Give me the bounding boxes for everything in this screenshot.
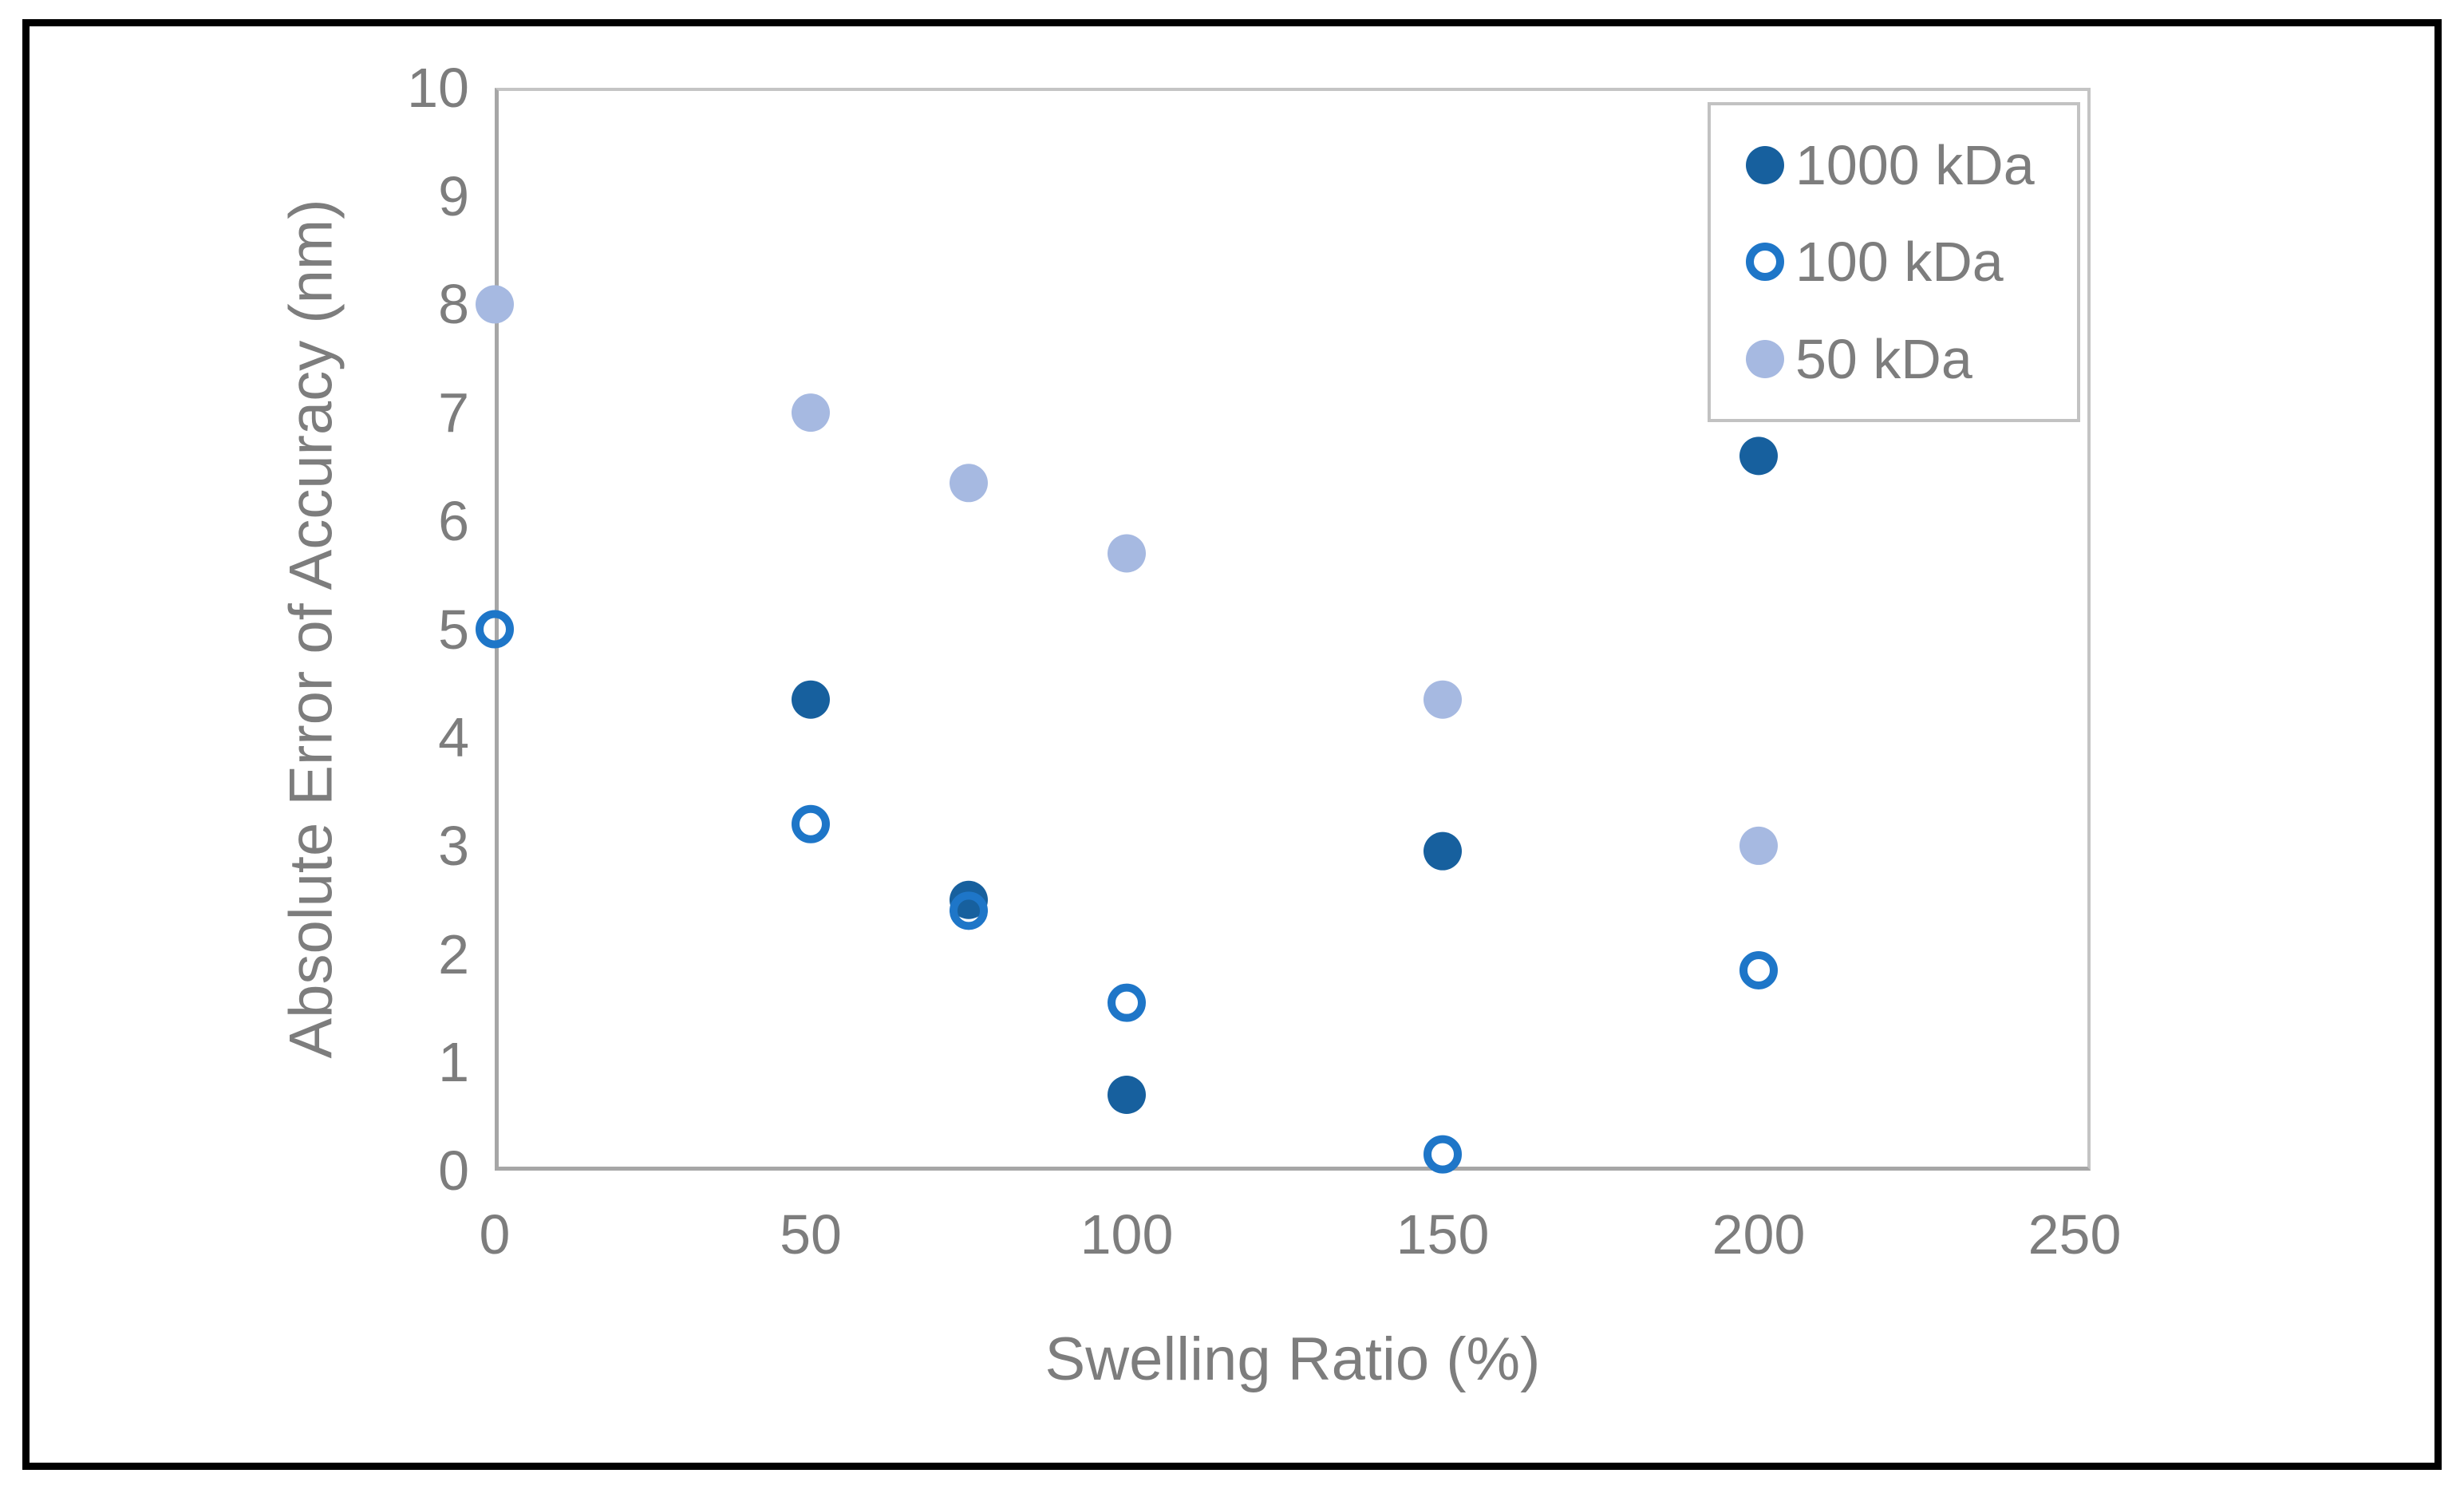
x-tick-label-250: 250 [2028, 1203, 2122, 1266]
filled-circle-marker-icon [1746, 145, 1784, 184]
legend-label: 100 kDa [1795, 231, 2004, 294]
y-tick-label-9: 9 [438, 164, 469, 227]
x-tick-label-150: 150 [1396, 1203, 1490, 1266]
y-axis-title: Absolute Error of Accuracy (nm) [277, 199, 346, 1059]
filled-circle-marker-icon [1746, 340, 1784, 379]
y-tick-label-8: 8 [438, 273, 469, 336]
x-axis-title: Swelling Ratio (%) [1044, 1325, 1541, 1393]
y-tick-label-7: 7 [438, 381, 469, 444]
legend-label: 50 kDa [1795, 328, 1972, 391]
y-tick-label-6: 6 [438, 489, 469, 552]
legend-item-1000-kda: 1000 kDa [1746, 137, 2077, 193]
legend-item-100-kda: 100 kDa [1746, 234, 2077, 290]
x-tick-label-100: 100 [1080, 1203, 1174, 1266]
x-tick-label-200: 200 [1712, 1203, 1806, 1266]
y-tick-label-3: 3 [438, 814, 469, 877]
y-tick-label-5: 5 [438, 598, 469, 661]
y-tick-label-1: 1 [438, 1031, 469, 1094]
legend-label: 1000 kDa [1795, 133, 2035, 196]
legend-item-50-kda: 50 kDa [1746, 331, 2077, 387]
y-tick-label-4: 4 [438, 706, 469, 769]
y-tick-label-10: 10 [407, 57, 469, 119]
y-tick-label-2: 2 [438, 922, 469, 985]
x-tick-label-50: 50 [780, 1203, 842, 1266]
x-tick-label-0: 0 [479, 1203, 511, 1266]
y-tick-label-0: 0 [438, 1139, 469, 1202]
open-circle-marker-icon [1746, 243, 1784, 282]
legend: 1000 kDa 100 kDa 50 kDa [1708, 102, 2080, 422]
